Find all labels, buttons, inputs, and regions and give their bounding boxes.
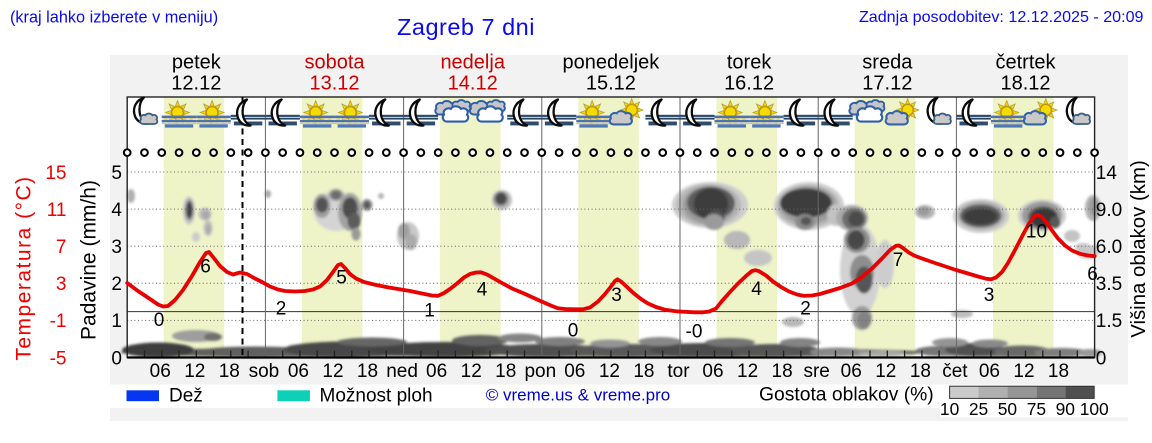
svg-text:3.5: 3.5 (1096, 274, 1122, 295)
svg-text:2: 2 (111, 274, 122, 295)
svg-text:1: 1 (424, 301, 435, 322)
svg-text:06: 06 (150, 361, 171, 382)
svg-text:0: 0 (154, 310, 165, 331)
svg-text:14: 14 (1096, 163, 1118, 184)
svg-text:sob: sob (249, 361, 280, 382)
svg-text:3: 3 (611, 285, 622, 306)
svg-text:12: 12 (184, 361, 205, 382)
svg-text:7: 7 (56, 237, 67, 258)
svg-text:Gostota oblakov (%): Gostota oblakov (%) (759, 385, 934, 406)
svg-text:06: 06 (979, 361, 1000, 382)
svg-text:0: 0 (111, 348, 122, 369)
svg-text:06: 06 (841, 361, 862, 382)
svg-text:18: 18 (633, 361, 654, 382)
svg-text:9.0: 9.0 (1096, 200, 1122, 221)
svg-text:11: 11 (47, 200, 67, 221)
svg-text:ned: ned (386, 361, 418, 382)
svg-text:sobota: sobota (304, 51, 365, 73)
svg-text:18: 18 (910, 361, 931, 382)
svg-text:18: 18 (357, 361, 378, 382)
svg-text:6: 6 (200, 257, 211, 278)
svg-text:5: 5 (111, 163, 122, 184)
svg-text:(kraj lahko izberete v meniju): (kraj lahko izberete v meniju) (10, 9, 218, 27)
svg-text:3: 3 (56, 274, 67, 295)
svg-text:06: 06 (702, 361, 723, 382)
svg-text:90: 90 (1056, 399, 1075, 419)
svg-text:12: 12 (737, 361, 758, 382)
svg-text:pon: pon (524, 361, 556, 382)
svg-text:06: 06 (288, 361, 309, 382)
svg-text:nedelja: nedelja (440, 51, 505, 73)
svg-text:12: 12 (599, 361, 620, 382)
svg-text:Temperatura (°C): Temperatura (°C) (13, 175, 36, 360)
svg-text:© vreme.us & vreme.pro: © vreme.us & vreme.pro (486, 386, 670, 405)
svg-text:06: 06 (564, 361, 585, 382)
svg-text:50: 50 (998, 399, 1017, 419)
svg-text:16.12: 16.12 (724, 73, 774, 95)
svg-text:14.12: 14.12 (448, 73, 498, 95)
svg-text:2: 2 (800, 299, 811, 320)
svg-text:četrtek: četrtek (995, 51, 1056, 73)
svg-text:12: 12 (1013, 361, 1034, 382)
svg-text:ponedeljek: ponedeljek (563, 51, 661, 73)
svg-text:Padavine (mm/h): Padavine (mm/h) (78, 180, 101, 340)
svg-text:3: 3 (111, 237, 122, 258)
svg-text:12: 12 (875, 361, 896, 382)
svg-text:6.0: 6.0 (1096, 237, 1122, 258)
svg-text:tor: tor (667, 361, 690, 382)
svg-text:18: 18 (772, 361, 793, 382)
svg-text:4: 4 (751, 279, 762, 300)
svg-text:2: 2 (276, 299, 287, 320)
svg-text:10: 10 (1026, 222, 1047, 243)
svg-text:06: 06 (426, 361, 447, 382)
svg-text:-1: -1 (50, 311, 67, 332)
svg-text:75: 75 (1027, 399, 1046, 419)
svg-text:čet: čet (942, 361, 968, 382)
svg-text:sre: sre (803, 361, 829, 382)
svg-text:100: 100 (1080, 399, 1109, 419)
svg-text:Možnost ploh: Možnost ploh (320, 385, 433, 406)
svg-text:5: 5 (336, 268, 347, 289)
svg-text:1: 1 (111, 311, 122, 332)
svg-text:Zadnja posodobitev: 12.12.2025: Zadnja posodobitev: 12.12.2025 - 20:09 (859, 8, 1144, 26)
svg-text:10: 10 (940, 399, 959, 419)
svg-text:18: 18 (495, 361, 516, 382)
svg-text:18: 18 (1048, 361, 1069, 382)
svg-text:13.12: 13.12 (309, 73, 359, 95)
svg-text:6: 6 (1087, 264, 1098, 285)
svg-text:Zagreb 7 dni: Zagreb 7 dni (397, 14, 535, 40)
svg-text:12: 12 (322, 361, 343, 382)
svg-text:3: 3 (984, 285, 995, 306)
svg-text:15: 15 (45, 163, 66, 184)
svg-text:Višina oblakov (km): Višina oblakov (km) (1128, 160, 1150, 338)
svg-text:18: 18 (219, 361, 240, 382)
svg-text:sreda: sreda (862, 51, 913, 73)
svg-text:Dež: Dež (169, 385, 203, 406)
svg-text:7: 7 (893, 250, 904, 271)
svg-text:0: 0 (1096, 348, 1107, 369)
svg-text:15.12: 15.12 (586, 73, 636, 95)
svg-text:torek: torek (727, 51, 772, 73)
svg-text:4: 4 (111, 200, 122, 221)
svg-text:18.12: 18.12 (1000, 73, 1050, 95)
svg-text:1.5: 1.5 (1096, 311, 1122, 332)
svg-text:12.12: 12.12 (171, 73, 221, 95)
svg-text:0: 0 (568, 321, 579, 342)
svg-text:25: 25 (969, 399, 988, 419)
svg-text:17.12: 17.12 (862, 73, 912, 95)
svg-text:12: 12 (461, 361, 482, 382)
svg-text:-0: -0 (686, 322, 703, 343)
svg-text:-5: -5 (50, 348, 67, 369)
svg-text:petek: petek (172, 51, 222, 73)
svg-text:4: 4 (477, 280, 488, 301)
